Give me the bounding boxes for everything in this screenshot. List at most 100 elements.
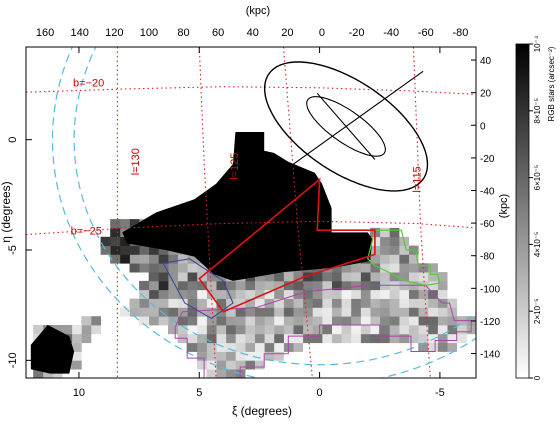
density-cell [254, 272, 265, 282]
density-cell [283, 325, 294, 335]
density-cell [350, 289, 361, 299]
tick-label: -20 [349, 27, 365, 39]
density-cell [399, 254, 409, 264]
density-cell [119, 254, 130, 264]
density-cell [177, 254, 188, 264]
density-cell [245, 298, 255, 308]
density-cell [331, 289, 342, 299]
density-cell [273, 298, 284, 308]
density-cell [379, 298, 390, 308]
density-cell [71, 325, 82, 335]
density-cell [350, 316, 361, 326]
density-cell [254, 280, 265, 291]
density-cell [283, 307, 294, 317]
density-cell [273, 289, 284, 299]
density-cell [235, 360, 246, 370]
tick-label: 20 [281, 27, 293, 39]
tick-label: 40 [247, 27, 259, 39]
density-cell [206, 316, 217, 326]
density-cell [447, 333, 458, 344]
density-cell [206, 351, 217, 361]
density-cell [235, 342, 246, 352]
tick-label: 10 [73, 387, 85, 399]
density-cell [196, 325, 207, 335]
density-cell [379, 325, 390, 335]
density-cell [370, 289, 381, 299]
density-cell [216, 342, 227, 352]
density-cell [370, 298, 381, 308]
density-cell [254, 333, 265, 344]
density-cell [370, 307, 381, 317]
density-cell [370, 254, 381, 264]
density-cell [360, 325, 371, 335]
density-cell [148, 245, 159, 255]
density-cell [264, 351, 275, 361]
tick-label: -40 [480, 186, 495, 197]
density-cell [370, 263, 381, 273]
density-cell [418, 307, 429, 317]
colorbar-tick-label: 6×10⁻⁵ [533, 165, 542, 191]
tick-label: 80 [177, 27, 189, 39]
blue-field-outline [162, 258, 234, 319]
density-cell [427, 289, 438, 299]
density-cell [148, 289, 159, 299]
density-cell [418, 333, 429, 344]
density-cell [370, 316, 381, 326]
density-cell [370, 333, 381, 344]
density-cell [129, 263, 140, 273]
colorbar-ticks: 0 2×10⁻⁵ 4×10⁻⁵ 6×10⁻⁵ 8×10⁻⁵ 10⁻⁴ [529, 35, 542, 380]
density-cell [418, 289, 429, 299]
density-cell [216, 333, 227, 344]
density-cell [447, 325, 458, 335]
density-cell [350, 307, 361, 317]
density-cell [447, 316, 458, 326]
density-cell [331, 325, 342, 335]
density-cell [196, 298, 207, 308]
density-cell [187, 316, 198, 326]
magenta-field-outline [174, 284, 472, 378]
density-cell [293, 307, 304, 317]
density-cell [437, 280, 448, 291]
density-cell [322, 307, 332, 317]
tick-label: -100 [480, 284, 500, 295]
density-cell [389, 316, 400, 326]
density-cell [273, 272, 284, 282]
tick-label: 40 [480, 56, 492, 67]
southern-tail-region [30, 325, 75, 374]
density-cell [312, 272, 323, 282]
density-cell [312, 325, 323, 335]
density-cell [168, 254, 178, 264]
density-cell [370, 325, 381, 335]
density-cell [225, 325, 236, 335]
tick-label: -140 [480, 350, 500, 361]
density-cell [360, 298, 371, 308]
density-cell [129, 219, 140, 229]
density-cell [254, 342, 265, 352]
density-cell [225, 342, 236, 352]
density-cell [293, 333, 304, 344]
density-cell [264, 316, 275, 326]
density-cell [235, 298, 246, 308]
density-cell [379, 272, 390, 282]
density-cell [225, 298, 236, 308]
density-cell [196, 360, 207, 370]
density-cell [196, 333, 207, 344]
density-cell [389, 263, 400, 273]
density-cell [360, 263, 371, 273]
density-cell [42, 369, 53, 378]
tick-label: -60 [418, 27, 434, 39]
density-cell [322, 289, 332, 299]
density-cell [293, 272, 304, 282]
density-cell [399, 245, 409, 255]
density-cell [139, 316, 150, 326]
density-cell [273, 316, 284, 326]
density-cell [399, 325, 409, 335]
green-field-outline [367, 229, 441, 286]
density-cell [196, 280, 207, 291]
tick-label: -80 [480, 252, 495, 263]
density-cell [360, 333, 371, 344]
density-cell [322, 316, 332, 326]
density-cell [331, 307, 342, 317]
density-cell [168, 263, 178, 273]
density-cell [187, 325, 198, 335]
